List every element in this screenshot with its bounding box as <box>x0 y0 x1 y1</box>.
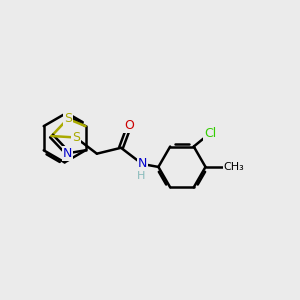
Text: CH₃: CH₃ <box>224 162 244 172</box>
Text: O: O <box>124 119 134 132</box>
Text: S: S <box>72 131 80 144</box>
Text: H: H <box>136 171 145 182</box>
Text: N: N <box>63 147 73 160</box>
Text: Cl: Cl <box>204 127 216 140</box>
Text: N: N <box>137 158 147 170</box>
Text: S: S <box>64 112 72 125</box>
